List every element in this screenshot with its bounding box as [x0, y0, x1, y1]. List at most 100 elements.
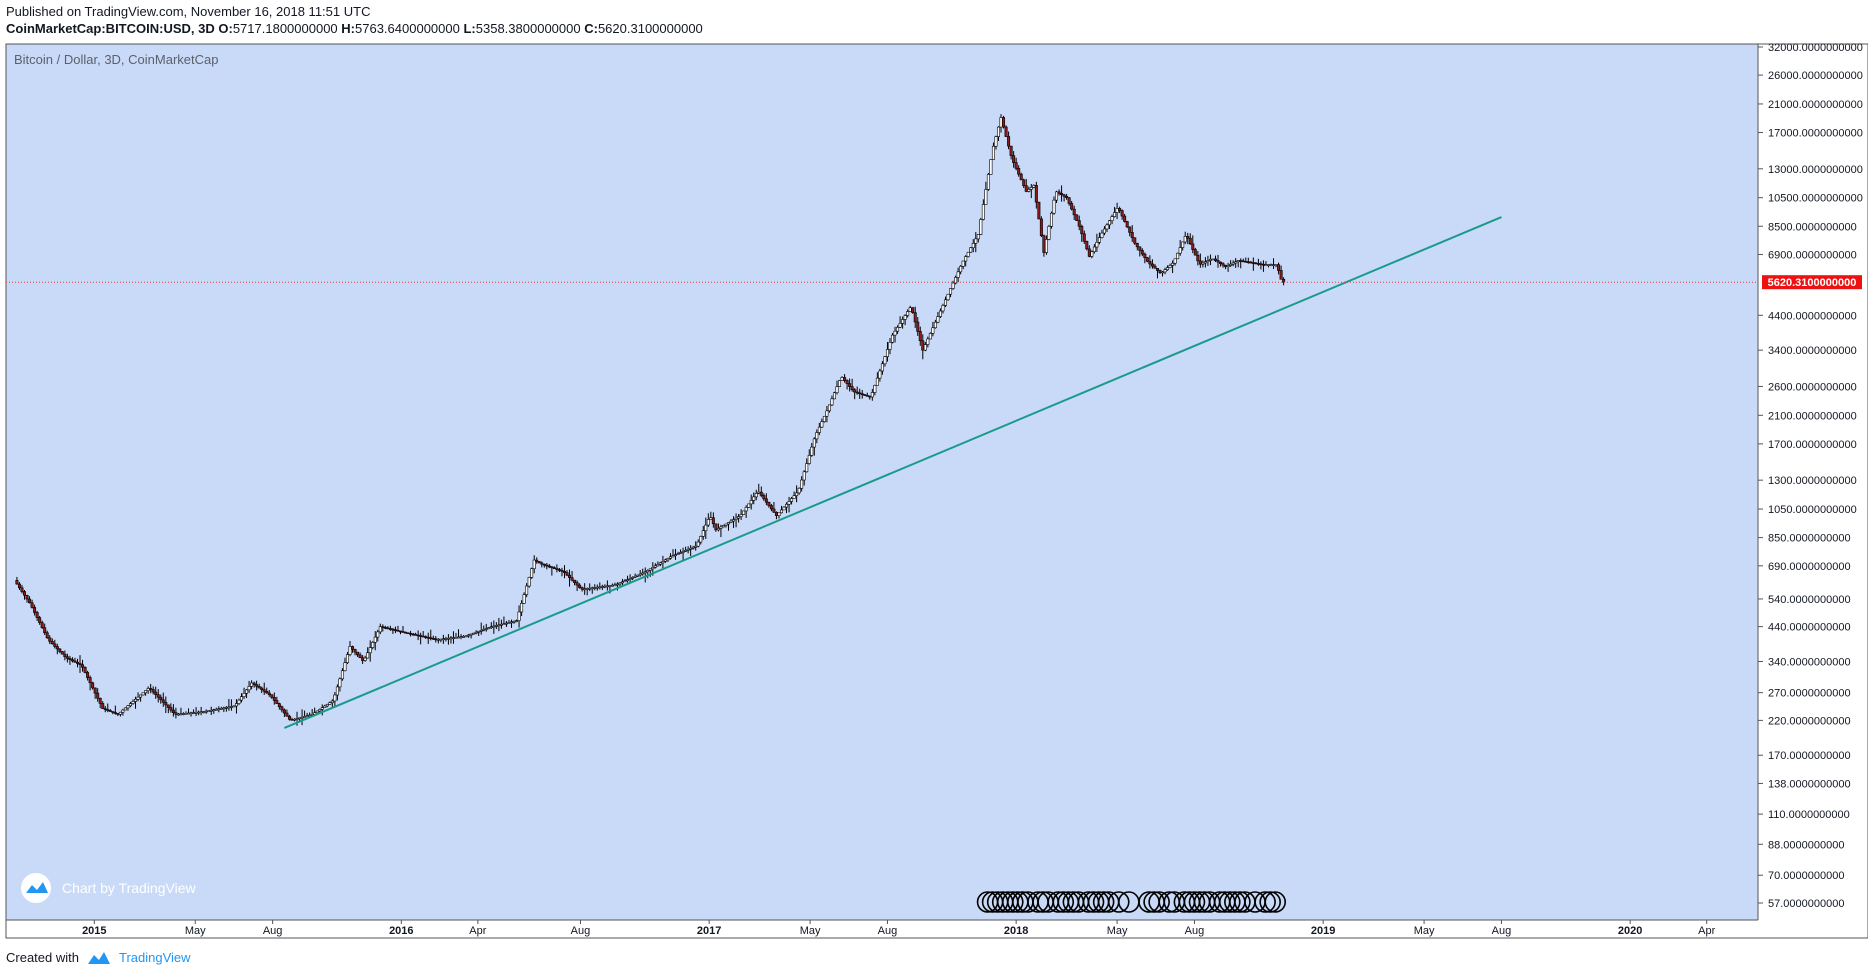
- y-tick-label: 270.0000000000: [1768, 688, 1851, 700]
- candle-body: [396, 630, 400, 632]
- candle-body: [777, 512, 781, 516]
- candle-body: [603, 585, 607, 588]
- candle-body: [623, 580, 627, 583]
- candle-body: [149, 688, 153, 690]
- candle-body: [1077, 220, 1081, 227]
- event-marker-icon[interactable]: [1148, 891, 1170, 913]
- trendline[interactable]: [284, 216, 1502, 729]
- candle-body: [795, 492, 799, 497]
- candle-body: [843, 377, 847, 381]
- x-tick-label: May: [1107, 925, 1128, 937]
- event-marker-icon[interactable]: [1218, 891, 1241, 913]
- y-tick-label: 4400.0000000000: [1768, 310, 1857, 322]
- event-marker-icon[interactable]: [1001, 891, 1024, 913]
- x-tick-label: 2015: [82, 925, 106, 937]
- candle-body: [88, 677, 92, 684]
- candle-body: [416, 634, 420, 637]
- candle-body: [656, 564, 660, 567]
- event-marker-icon[interactable]: [1092, 891, 1115, 913]
- candle-body: [908, 307, 912, 312]
- candle-body: [303, 716, 307, 718]
- candle-body: [1226, 265, 1230, 268]
- candle-body: [1067, 197, 1071, 204]
- event-marker-icon[interactable]: [1107, 891, 1130, 913]
- candle-body: [1178, 247, 1182, 254]
- candle-body: [1039, 218, 1043, 237]
- candle-body: [1241, 260, 1245, 263]
- plot-background[interactable]: [6, 44, 1758, 920]
- candle-body: [991, 145, 995, 160]
- candle-body: [126, 705, 130, 709]
- candle-body: [287, 715, 291, 720]
- candle-body: [805, 463, 809, 473]
- candle-body: [33, 607, 37, 613]
- candle-body: [1115, 208, 1119, 213]
- candle-body: [941, 305, 945, 312]
- candle-body: [1173, 258, 1177, 264]
- candle-body: [888, 341, 892, 350]
- candle-body: [40, 622, 44, 629]
- y-tick-label: 13000.0000000000: [1768, 164, 1863, 176]
- candle-body: [787, 501, 791, 505]
- candle-body: [694, 545, 698, 548]
- candle-body: [532, 559, 536, 570]
- candle-body: [134, 698, 138, 702]
- candle-body: [340, 670, 344, 680]
- candle-body: [636, 574, 640, 577]
- candle-body: [457, 636, 461, 639]
- time-axis[interactable]: [6, 920, 1758, 938]
- candle-body: [108, 710, 112, 712]
- candle-body: [509, 621, 513, 624]
- candle-body: [381, 626, 385, 628]
- candle-body: [176, 713, 180, 716]
- candle-body: [969, 247, 973, 253]
- y-tick-label: 690.0000000000: [1768, 561, 1851, 573]
- candle-body: [1012, 155, 1016, 163]
- candle-body: [459, 636, 463, 638]
- candle-body: [398, 630, 402, 633]
- candle-body: [351, 646, 355, 650]
- candle-body: [593, 587, 597, 589]
- event-marker-icon[interactable]: [1229, 891, 1251, 913]
- candle-body: [325, 704, 329, 707]
- candle-body: [855, 391, 859, 394]
- candle-body: [335, 686, 339, 696]
- candle-body: [479, 630, 483, 632]
- candle-body: [144, 690, 148, 694]
- price-axis[interactable]: [1758, 44, 1868, 920]
- candle-body: [896, 326, 900, 332]
- candle-body: [1274, 264, 1278, 266]
- candle-body: [356, 651, 360, 656]
- event-marker-icon[interactable]: [1082, 891, 1105, 913]
- candle-body: [996, 126, 1000, 137]
- candle-body: [517, 611, 521, 621]
- candle-body: [1269, 264, 1273, 266]
- candle-body: [383, 626, 387, 629]
- event-marker-icon[interactable]: [1052, 891, 1075, 913]
- candle-body: [1211, 258, 1215, 261]
- event-marker-icon[interactable]: [1254, 891, 1276, 913]
- candle-body: [439, 638, 443, 641]
- event-marker-icon[interactable]: [1264, 891, 1287, 913]
- candle-body: [865, 395, 869, 397]
- candle-body: [1002, 117, 1006, 128]
- candle-body: [520, 603, 524, 613]
- candle-body: [815, 432, 819, 440]
- candle-body: [378, 626, 382, 633]
- candle-body: [1198, 260, 1202, 265]
- last-price-badge: [1762, 275, 1862, 290]
- candle-body: [1085, 241, 1089, 250]
- candle-body: [701, 530, 705, 537]
- candle-body: [426, 636, 430, 639]
- candle-body: [1153, 265, 1157, 269]
- candle-body: [25, 594, 29, 600]
- candle-body: [716, 528, 720, 531]
- event-marker-icon[interactable]: [1183, 891, 1206, 913]
- candle-body: [267, 692, 271, 695]
- candle-body: [464, 635, 468, 638]
- candle-body: [128, 703, 132, 707]
- event-marker-icon[interactable]: [1259, 891, 1281, 913]
- footer-brand-link[interactable]: TradingView: [118, 950, 191, 965]
- candle-body: [1224, 264, 1228, 268]
